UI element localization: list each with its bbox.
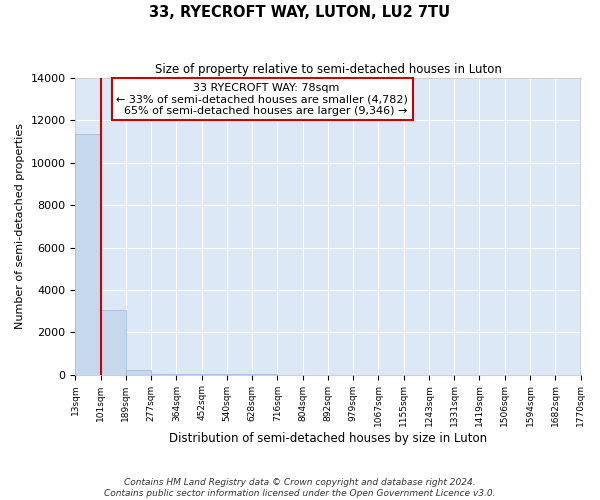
Text: 33 RYECROFT WAY: 78sqm
← 33% of semi-detached houses are smaller (4,782)
  65% o: 33 RYECROFT WAY: 78sqm ← 33% of semi-det…	[116, 82, 408, 116]
Y-axis label: Number of semi-detached properties: Number of semi-detached properties	[15, 124, 25, 330]
Title: Size of property relative to semi-detached houses in Luton: Size of property relative to semi-detach…	[155, 62, 502, 76]
X-axis label: Distribution of semi-detached houses by size in Luton: Distribution of semi-detached houses by …	[169, 432, 487, 445]
Text: 33, RYECROFT WAY, LUTON, LU2 7TU: 33, RYECROFT WAY, LUTON, LU2 7TU	[149, 5, 451, 20]
Bar	[101, 310, 126, 374]
Text: Contains HM Land Registry data © Crown copyright and database right 2024.
Contai: Contains HM Land Registry data © Crown c…	[104, 478, 496, 498]
Bar	[76, 134, 101, 374]
Bar	[126, 370, 151, 374]
